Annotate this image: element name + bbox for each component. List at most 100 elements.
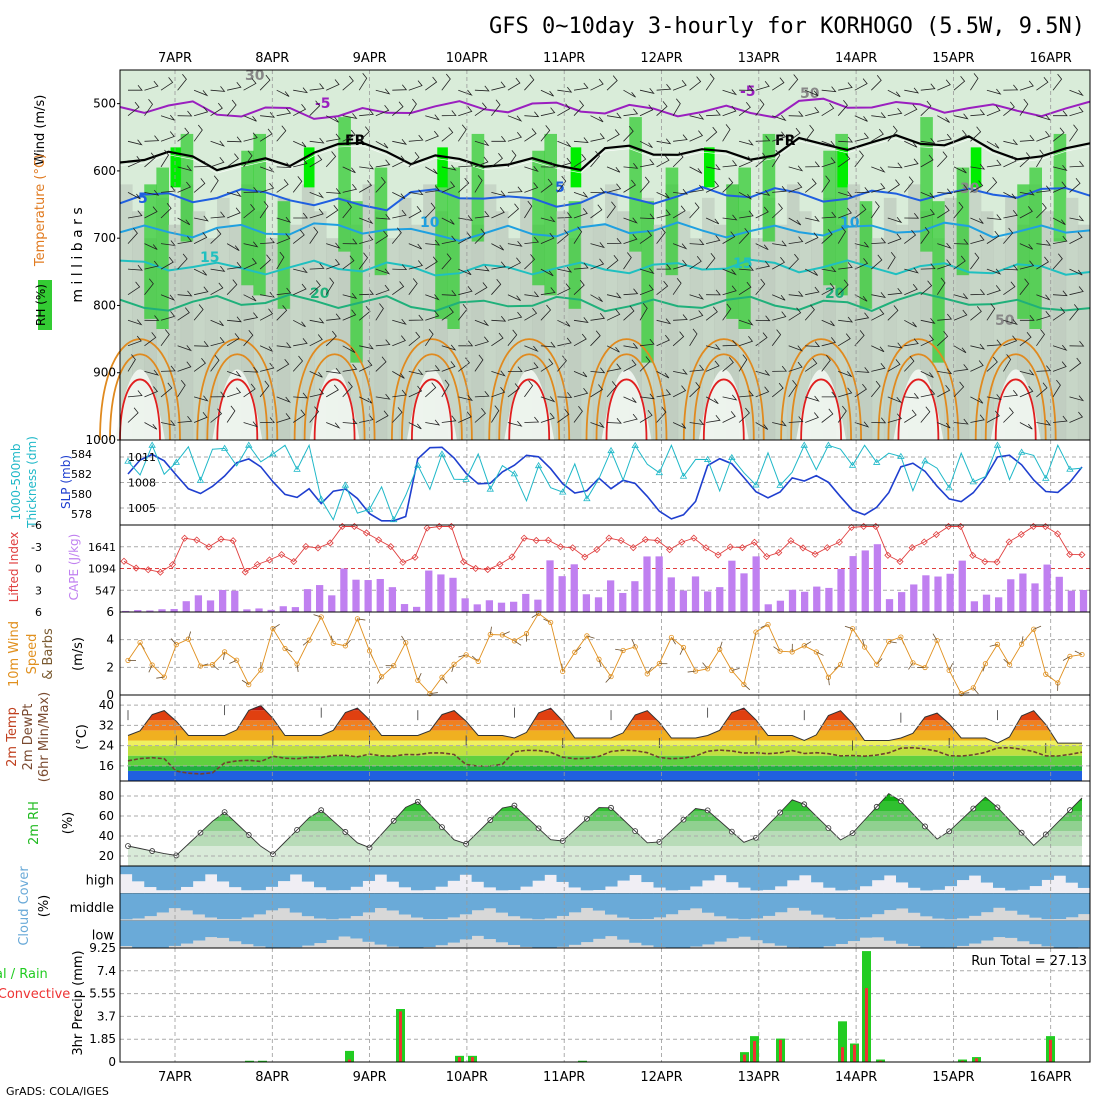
- wind-barb: [342, 293, 358, 299]
- cloud-bar: [423, 920, 436, 948]
- wind-barb: [392, 138, 408, 145]
- wind-barb: [706, 289, 721, 296]
- dewpoint-line: [127, 746, 1083, 775]
- wind-barb: [458, 231, 472, 244]
- wind-barb: [606, 112, 622, 119]
- wind-barb: [656, 155, 670, 168]
- wind-barb: [920, 226, 930, 244]
- wind-barb: [920, 371, 934, 378]
- wind-speed-marker: [1031, 626, 1037, 632]
- wind-barb: [953, 238, 969, 245]
- wind-barb: [226, 99, 237, 116]
- wind-speed-marker: [596, 656, 602, 662]
- wind-barb: [805, 286, 820, 296]
- wind-barb: [342, 201, 353, 219]
- cloud-bar: [350, 866, 363, 887]
- precip-total-bar: [578, 1060, 587, 1062]
- wind-barb: [821, 103, 835, 117]
- cloud-bar: [447, 920, 460, 943]
- wind-barb-10m: [429, 692, 438, 695]
- cloud-bar: [762, 866, 776, 890]
- cloud-level-label: high: [86, 874, 114, 889]
- wind-barb: [408, 152, 420, 168]
- wind-barb: [854, 294, 868, 302]
- wind-barb: [293, 87, 308, 94]
- li-marker: [641, 536, 649, 544]
- wind-barb: [127, 264, 143, 271]
- wind-barb: [738, 102, 751, 117]
- cloud-bar: [277, 920, 291, 948]
- cloud-bar: [277, 866, 291, 882]
- wind-barb: [1003, 319, 1018, 326]
- wind-barb: [772, 294, 786, 301]
- wind-barb: [128, 84, 143, 91]
- cloud-bar: [750, 893, 764, 919]
- wind-barb: [722, 231, 736, 244]
- cloud-bar: [411, 893, 424, 918]
- cloud-bar: [1041, 866, 1055, 880]
- wind-barb: [193, 178, 206, 193]
- wind-barb: [392, 264, 408, 271]
- slp-tick-label: 1011: [128, 451, 156, 464]
- temp-contour-line: [119, 134, 1091, 172]
- wind-barb: [590, 187, 606, 194]
- wind-barb: [375, 176, 386, 193]
- rh-gray-column: [968, 184, 982, 440]
- cloud-bar: [301, 866, 315, 882]
- wind-barb: [375, 303, 384, 321]
- wind-barb: [458, 89, 473, 96]
- wind-barb: [623, 342, 639, 349]
- wind-barb: [326, 422, 341, 429]
- wind-barb: [127, 390, 143, 398]
- rh-green-column: [1017, 184, 1030, 319]
- wind-barb: [722, 160, 738, 168]
- wind-barb: [276, 413, 291, 423]
- precip-tick-label: 7.4: [97, 964, 116, 978]
- warm-contour: [790, 353, 852, 441]
- cloud-bar: [835, 866, 848, 891]
- cloud-bar: [568, 893, 582, 913]
- wind-barb-10m: [908, 662, 914, 670]
- wind-barb: [144, 152, 156, 168]
- thickness-marker: [1017, 448, 1026, 455]
- wind-barb: [639, 104, 654, 117]
- wind-barb: [672, 422, 687, 429]
- wind-barb: [144, 243, 158, 250]
- warm-contour: [692, 353, 755, 441]
- wind-barb: [871, 362, 886, 372]
- cape-bar: [413, 606, 421, 612]
- cloud-bar: [544, 920, 557, 948]
- cloud-bar: [665, 866, 679, 891]
- wind-barb: [474, 282, 488, 296]
- wind-barb: [540, 341, 556, 348]
- cloud-bar: [156, 920, 169, 948]
- warm-contour: [498, 353, 561, 441]
- rh-green-column: [180, 133, 194, 242]
- wind-barb: [326, 368, 342, 374]
- cape-bar: [400, 604, 409, 612]
- rh-green-column: [738, 167, 751, 329]
- wind-barb: [953, 75, 966, 91]
- wind-barb: [920, 154, 934, 168]
- warm-contour: [293, 338, 376, 441]
- wind-barb: [788, 307, 802, 321]
- wind-barb: [325, 151, 337, 168]
- wind-barb: [887, 233, 902, 244]
- wind-speed-marker: [608, 673, 614, 680]
- li-marker: [302, 542, 310, 551]
- cloud-bar: [350, 920, 363, 939]
- wind-barb: [1052, 217, 1066, 225]
- cloud-bar: [726, 893, 739, 919]
- wind-barb: [177, 74, 187, 91]
- precip-convective-bar: [399, 1011, 402, 1062]
- li-marker: [217, 535, 225, 543]
- wind-barb: [672, 277, 682, 295]
- wind-barb: [524, 236, 540, 244]
- cape-bar: [813, 586, 821, 612]
- cloud-bar: [980, 866, 994, 883]
- wind-barb: [986, 159, 1002, 168]
- li-marker: [702, 544, 710, 552]
- wind-barb: [276, 358, 290, 372]
- cape-bar: [995, 597, 1003, 612]
- wind-speed-marker: [741, 681, 747, 688]
